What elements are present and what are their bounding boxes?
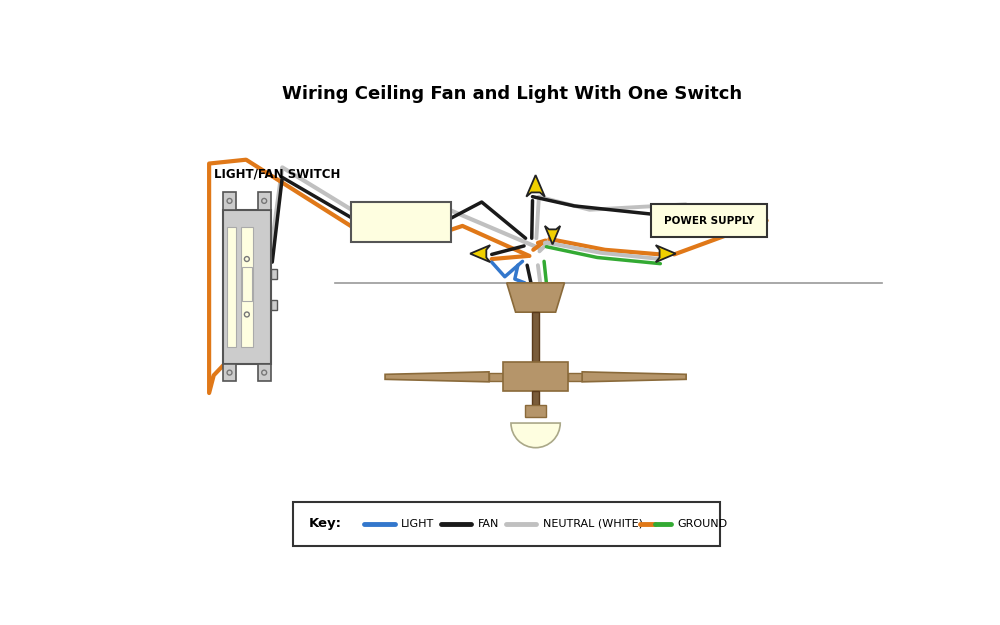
Bar xyxy=(532,312,539,362)
Bar xyxy=(223,364,236,381)
Text: POWER SUPPLY: POWER SUPPLY xyxy=(664,216,754,226)
Bar xyxy=(568,372,582,381)
Bar xyxy=(271,300,277,310)
Bar xyxy=(489,372,503,381)
Text: Wiring Ceiling Fan and Light With One Switch: Wiring Ceiling Fan and Light With One Sw… xyxy=(282,85,743,103)
Bar xyxy=(241,227,253,347)
Text: GROUND: GROUND xyxy=(677,519,727,529)
Bar xyxy=(227,227,236,347)
Polygon shape xyxy=(656,245,676,262)
Bar xyxy=(503,362,568,391)
Bar xyxy=(258,192,271,210)
Text: LIGHT/FAN SWITCH: LIGHT/FAN SWITCH xyxy=(214,167,340,180)
Bar xyxy=(223,192,236,210)
Bar xyxy=(525,406,546,417)
Bar xyxy=(223,210,271,364)
Polygon shape xyxy=(470,245,490,262)
Text: LIGHT: LIGHT xyxy=(401,519,434,529)
Text: Key:: Key: xyxy=(308,518,341,531)
Bar xyxy=(293,502,720,546)
Text: FAN: FAN xyxy=(477,519,499,529)
Polygon shape xyxy=(526,175,545,197)
Wedge shape xyxy=(511,423,560,448)
Bar xyxy=(242,268,252,301)
Polygon shape xyxy=(385,372,489,382)
Bar xyxy=(351,202,451,242)
Bar xyxy=(258,364,271,381)
Polygon shape xyxy=(507,283,564,312)
Bar xyxy=(651,204,767,237)
Polygon shape xyxy=(582,372,686,382)
Bar xyxy=(271,269,277,279)
Bar xyxy=(532,391,539,406)
Text: NEUTRAL (WHITE): NEUTRAL (WHITE) xyxy=(543,519,643,529)
Polygon shape xyxy=(545,226,560,244)
